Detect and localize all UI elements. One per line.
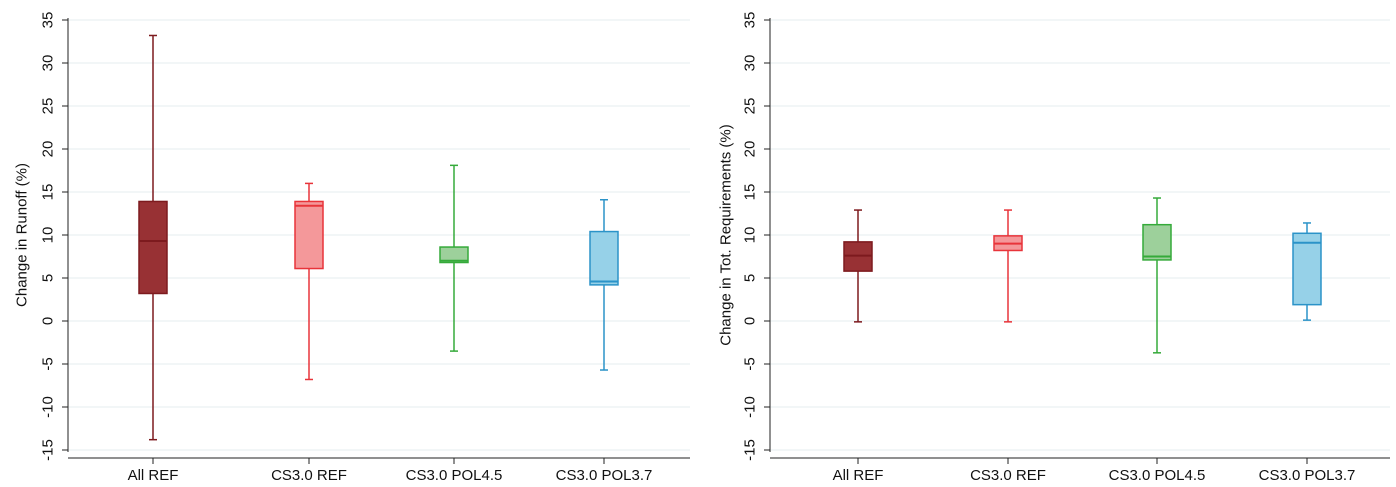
box-cs3-0-pol4-5	[439, 164, 469, 352]
y-tick-label: 0	[40, 317, 57, 325]
y-tick-label: 20	[742, 141, 759, 158]
y-tick-label: 30	[40, 55, 57, 72]
runoff-box-plot: -15 -10 -5 0 5 10 15 20 25 30 35 Change in Runoff (…	[14, 12, 690, 484]
x-tick-label: CS3.0 REF	[970, 467, 1046, 484]
x-tick-label: CS3.0 POL4.5	[406, 467, 503, 484]
y-tick-label: 15	[742, 184, 759, 201]
y-axis-title: Change in Tot. Requirements (%)	[718, 124, 735, 346]
y-tick-label: 25	[742, 98, 759, 115]
gridlines	[68, 19, 690, 451]
y-tick-label: -10	[742, 396, 759, 418]
requirements-box-plot: -15 -10 -5 0 5 10 15 20 25 30 35 Change in Tot. Req…	[718, 12, 1390, 484]
iqr-box	[1292, 232, 1322, 306]
y-tick-label: 5	[40, 274, 57, 282]
y-tick-label: -5	[40, 357, 57, 370]
x-tick-label: All REF	[128, 467, 179, 484]
box-cs3-0-pol3-7	[1292, 222, 1322, 321]
box-cs3-0-ref	[993, 209, 1023, 323]
box-all-ref	[843, 209, 873, 323]
y-tick-label: -10	[40, 396, 57, 418]
iqr-box	[1142, 223, 1172, 261]
x-tick-label: CS3.0 POL3.7	[556, 467, 653, 484]
y-tick-label: 10	[40, 227, 57, 244]
box-cs3-0-pol4-5	[1142, 197, 1172, 354]
box-all-ref	[138, 34, 168, 441]
y-tick-label: 0	[742, 317, 759, 325]
box-cs3-0-pol3-7	[589, 198, 619, 371]
gridlines	[770, 19, 1390, 451]
iqr-box	[439, 246, 469, 264]
y-tick-label: 20	[40, 141, 57, 158]
y-tick-label: 15	[40, 184, 57, 201]
x-tick-label: All REF	[833, 467, 884, 484]
y-tick-label: 30	[742, 55, 759, 72]
iqr-box	[294, 200, 324, 270]
y-tick-label: 5	[742, 274, 759, 282]
y-tick-label: -15	[742, 439, 759, 461]
y-axis-title: Change in Runoff (%)	[14, 163, 31, 307]
y-tick-label: 10	[742, 227, 759, 244]
box-cs3-0-ref	[294, 182, 324, 381]
x-tick-label: CS3.0 POL3.7	[1259, 467, 1356, 484]
x-tick-label: CS3.0 POL4.5	[1109, 467, 1206, 484]
y-tick-label: -5	[742, 357, 759, 370]
y-tick-label: -15	[40, 439, 57, 461]
y-tick-label: 35	[742, 12, 759, 29]
y-tick-label: 35	[40, 12, 57, 29]
iqr-box	[138, 200, 168, 295]
y-tick-label: 25	[40, 98, 57, 115]
x-tick-label: CS3.0 REF	[271, 467, 347, 484]
iqr-box	[589, 230, 619, 286]
